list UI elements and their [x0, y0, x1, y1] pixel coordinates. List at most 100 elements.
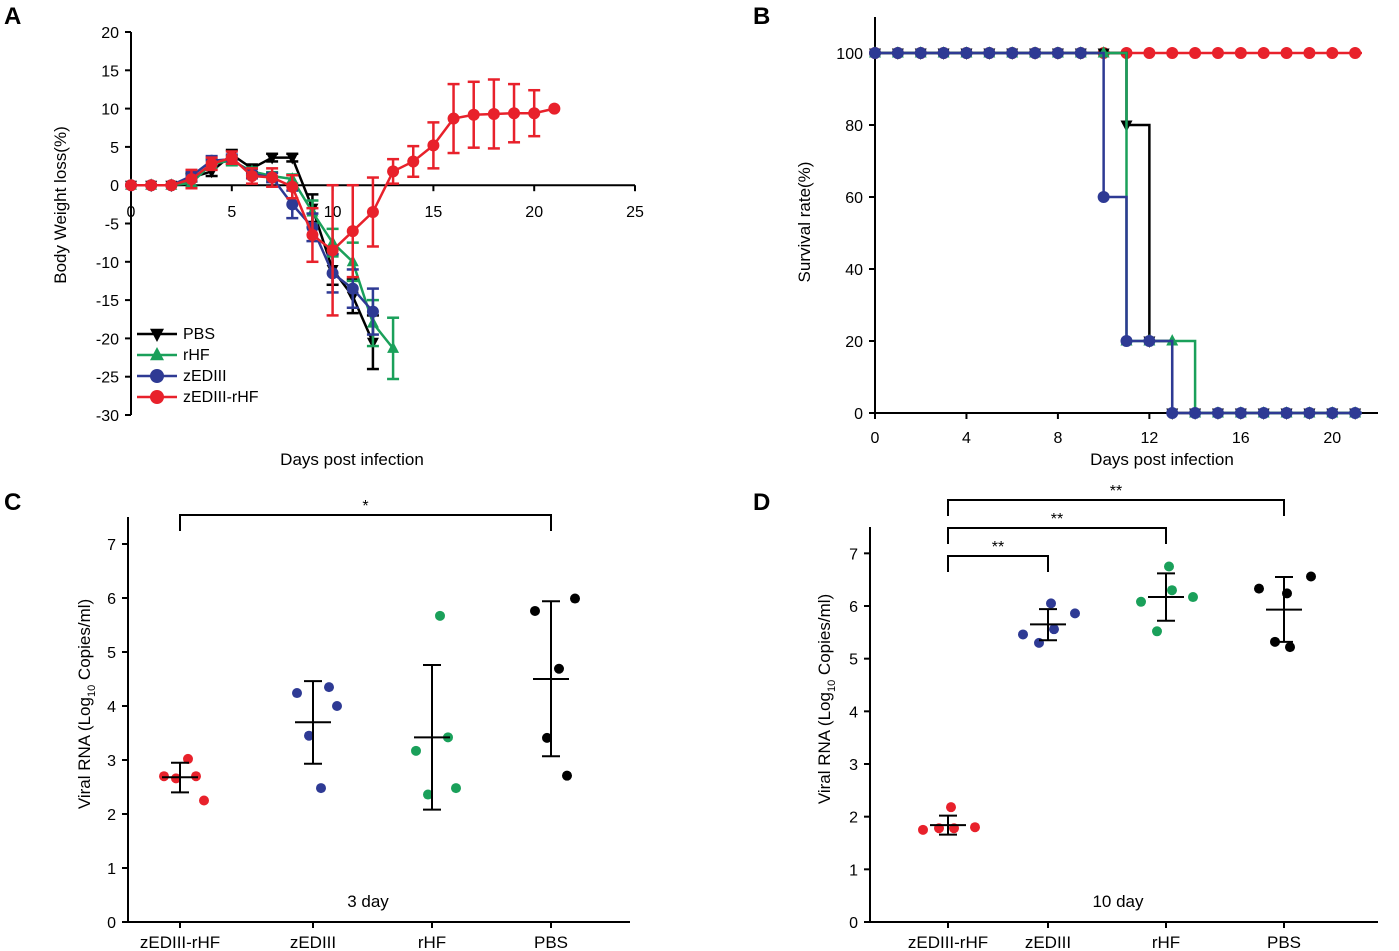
panel-c-ytick-label: 2: [107, 807, 116, 824]
sample-point: [542, 732, 552, 743]
panel-a-ytick-label: -25: [96, 370, 119, 387]
panel-a-ytick-label: -10: [96, 255, 119, 272]
data-point: [205, 157, 218, 170]
sample-point: [1188, 592, 1198, 603]
sample-point: [1018, 629, 1028, 640]
sample-point: [1046, 598, 1056, 609]
sample-point: [304, 730, 314, 741]
data-point: [346, 282, 359, 295]
sample-point: [316, 783, 326, 794]
panel-letter-b: B: [753, 3, 770, 30]
panel-a-legend: PBS rHF zEDIII zEDIII-rHF: [137, 326, 259, 406]
panel-d-ytick-label: 3: [849, 757, 858, 774]
survival-step-line: [875, 51, 1362, 415]
survival-step-line: [875, 51, 1362, 415]
sample-point: [292, 688, 302, 699]
sample-point: [183, 753, 193, 764]
panel-b-ylabel: Survival rate(%): [795, 162, 814, 283]
panel-b-xtick-label: 8: [1053, 430, 1062, 447]
panel-c-ytick-label: 3: [107, 753, 116, 770]
panel-a-ytick-label: -15: [96, 293, 119, 310]
data-point: [1189, 407, 1202, 419]
panel-d-ylabel: Viral RNA (Log10 Copies/ml): [815, 594, 838, 804]
data-point: [1303, 47, 1316, 59]
panel-b-xtick-label: 4: [962, 430, 971, 447]
data-point: [1074, 47, 1087, 59]
panel-b-xlabel: Days post infection: [1090, 450, 1234, 469]
panel-d-viral-rna-10day: 10 day Viral RNA (Log10 Copies/ml) 0 1 2 3 4…: [815, 483, 1378, 951]
panel-b-xtick-label: 12: [1140, 430, 1158, 447]
data-point: [225, 151, 238, 164]
data-point: [1257, 47, 1270, 59]
legend-label-rhf: rHF: [183, 347, 210, 364]
data-point: [1234, 47, 1247, 59]
panel-c-ylabel: Viral RNA (Log10 Copies/ml): [75, 599, 98, 809]
data-point: [1166, 407, 1179, 419]
panel-c-ytick-label: 0: [107, 915, 116, 932]
panel-b-ytick-label: 0: [854, 406, 863, 423]
panel-d-category-label-pbs: PBS: [1267, 933, 1301, 951]
panel-d-group-pbs: [1254, 571, 1316, 653]
data-point: [366, 206, 379, 219]
panel-b-ytick-label: 100: [836, 46, 863, 63]
data-point: [1349, 47, 1362, 59]
data-point: [914, 47, 927, 59]
data-point: [1211, 407, 1224, 419]
data-point: [1303, 407, 1316, 419]
legend-marker-zediii-rhf: [150, 390, 164, 404]
data-point: [245, 170, 258, 183]
sample-point: [1136, 596, 1146, 607]
legend-marker-pbs: [150, 328, 164, 343]
data-point: [487, 107, 500, 120]
panel-c-category-label-zediii: zEDIII: [290, 933, 336, 951]
data-point: [960, 47, 973, 59]
sample-point: [171, 773, 181, 784]
panel-d-ytick-label: 7: [849, 546, 858, 563]
panel-b-ytick-label: 60: [845, 190, 863, 207]
legend-label-zediii: zEDIII: [183, 368, 227, 385]
sample-point: [1285, 642, 1295, 653]
data-point: [1234, 407, 1247, 419]
panel-d-caption: 10 day: [1092, 892, 1144, 911]
panel-c-group-zediii: [292, 680, 342, 794]
panel-b-ytick-label: 20: [845, 334, 863, 351]
data-point: [1143, 335, 1156, 347]
panel-d-group-zediii-rhf: [918, 802, 980, 836]
data-point: [447, 112, 460, 125]
panel-d-significance-label: **: [1110, 483, 1122, 500]
panel-c-ytick-label: 6: [107, 591, 116, 608]
panel-d-category-label-rhf: rHF: [1152, 933, 1180, 951]
data-point: [427, 139, 440, 152]
data-point: [1326, 47, 1339, 59]
panel-a-xtick-label: 25: [626, 204, 644, 221]
panel-a-xtick-label: 0: [127, 204, 136, 221]
data-point: [1097, 191, 1110, 203]
panel-b-xtick-label: 20: [1323, 430, 1341, 447]
data-point: [165, 179, 178, 192]
sample-point: [918, 824, 928, 835]
data-point: [1166, 47, 1179, 59]
data-point: [286, 153, 299, 165]
panel-c-group-zediii-rhf: [159, 753, 209, 806]
data-point: [346, 225, 359, 238]
panel-d-category-label-zediii-rhf: zEDIII-rHF: [908, 933, 988, 951]
sample-point: [1254, 583, 1264, 594]
data-point: [407, 155, 420, 168]
sample-point: [554, 663, 564, 674]
panel-b-survival-chart: Days post infection Survival rate(%) 0 20…: [795, 17, 1378, 469]
panel-d-ytick-label: 6: [849, 599, 858, 616]
data-point: [937, 47, 950, 59]
legend-label-pbs: PBS: [183, 326, 215, 343]
panel-letter-d: D: [753, 489, 770, 516]
panel-c-category-label-pbs: PBS: [534, 933, 568, 951]
data-point: [1326, 407, 1339, 419]
panel-letter-c: C: [4, 489, 21, 516]
panel-a-xtick-label: 5: [227, 204, 236, 221]
panel-d-ytick-label: 1: [849, 862, 858, 879]
data-point: [366, 305, 379, 318]
panel-letter-a: A: [4, 3, 21, 30]
panel-d-ytick-label: 5: [849, 652, 858, 669]
data-point: [387, 165, 400, 178]
data-point: [286, 198, 299, 211]
panel-d-significance-label: **: [992, 539, 1004, 556]
